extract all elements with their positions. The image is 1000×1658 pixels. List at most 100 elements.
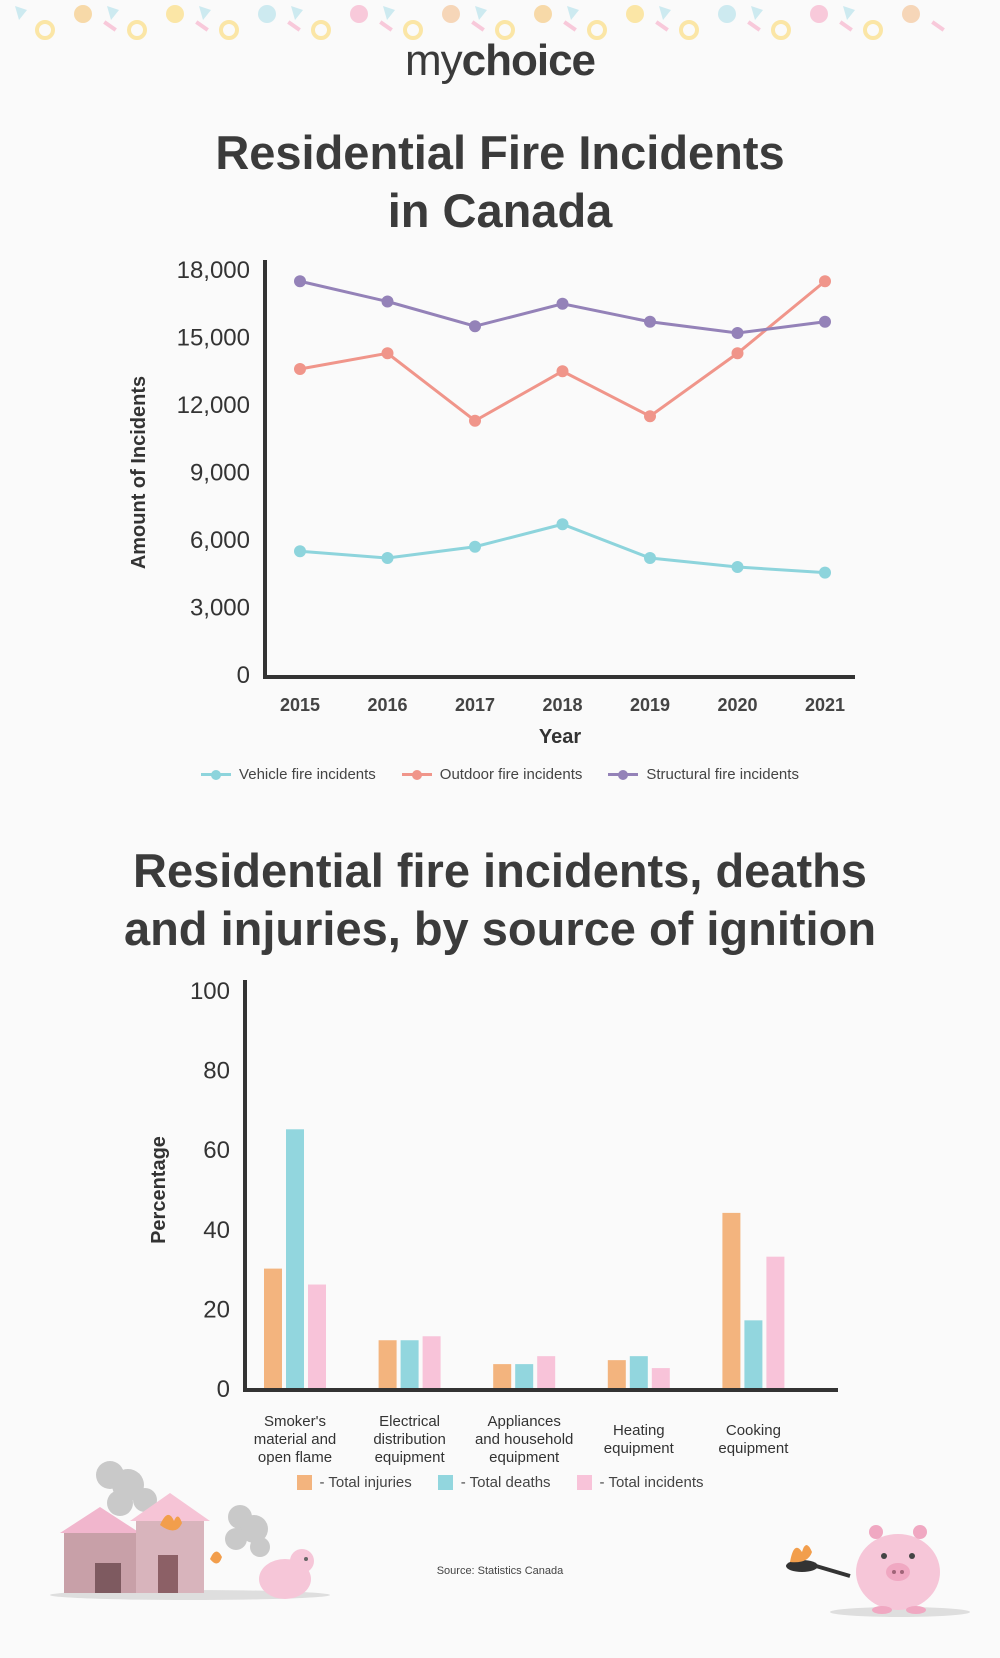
x-tick-label: 2016 xyxy=(367,695,407,715)
data-point xyxy=(819,275,831,288)
data-point xyxy=(819,315,831,328)
bar xyxy=(308,1284,326,1388)
bar xyxy=(651,1368,670,1388)
source-note: Source: Statistics Canada xyxy=(436,1565,564,1577)
line-chart-legend: Vehicle fire incidents Outdoor fire incid… xyxy=(0,766,1000,783)
legend-label: - Total incidents xyxy=(599,1474,704,1491)
confetti-strip xyxy=(839,20,853,32)
bar xyxy=(264,1268,282,1388)
confetti-dot xyxy=(350,5,368,23)
confetti-ring xyxy=(863,20,883,40)
confetti-strip xyxy=(103,20,117,32)
legend-label: - Total injuries xyxy=(319,1474,412,1491)
data-point xyxy=(469,540,481,553)
confetti-triangle xyxy=(199,6,211,20)
x-tick-label: material and xyxy=(254,1431,337,1448)
pig-cooking-illustration xyxy=(786,1525,970,1617)
y-tick-label: 9,000 xyxy=(190,460,250,487)
confetti-ring xyxy=(35,20,55,40)
confetti-triangle xyxy=(843,6,855,20)
legend-swatch xyxy=(201,769,232,780)
x-tick-label: Electrical xyxy=(379,1413,440,1430)
confetti-dot xyxy=(166,5,184,23)
data-point xyxy=(819,566,831,579)
data-point xyxy=(644,410,656,423)
bar-chart-title-line2: and injuries, by source of ignition xyxy=(123,902,877,955)
burning-house-illustration xyxy=(50,1461,330,1600)
bar xyxy=(744,1320,763,1388)
confetti-dot xyxy=(534,5,552,23)
confetti-strip xyxy=(195,20,209,32)
bar-chart-title: Residential fire incidents, deaths and i… xyxy=(100,842,900,958)
x-axis-label: Year xyxy=(539,726,581,748)
data-point xyxy=(294,545,306,558)
data-point xyxy=(731,561,744,573)
confetti-ring xyxy=(495,20,515,40)
y-axis-label: Percentage xyxy=(148,1136,170,1244)
confetti-ring xyxy=(127,20,147,40)
confetti-triangle xyxy=(567,6,579,20)
line-chart-title-line1: Residential Fire Incidents xyxy=(215,126,785,179)
bar xyxy=(722,1212,741,1388)
confetti-dot xyxy=(74,5,92,23)
bar xyxy=(422,1336,441,1388)
x-tick-label: equipment xyxy=(718,1440,789,1457)
legend-swatch xyxy=(401,769,432,780)
y-tick-label: 6,000 xyxy=(190,527,250,554)
legend-item: - Total deaths xyxy=(437,1474,551,1491)
confetti-dot xyxy=(810,5,828,23)
y-tick-label: 60 xyxy=(203,1137,230,1164)
x-tick-label: Appliances xyxy=(488,1413,561,1430)
x-tick-label: 2018 xyxy=(542,695,582,715)
line-chart-title: Residential Fire Incidents in Canada xyxy=(100,124,900,240)
confetti-ring xyxy=(403,20,423,40)
legend-label: - Total deaths xyxy=(460,1474,551,1491)
data-point xyxy=(381,552,394,564)
data-point xyxy=(731,327,744,339)
x-tick-label: Cooking xyxy=(726,1422,781,1439)
x-tick-label: and household xyxy=(475,1431,573,1448)
line-chart: 0 3,000 6,000 9,000 12,000 15,000 18,000 2015 20… xyxy=(128,257,855,748)
x-tick-label: equipment xyxy=(489,1449,560,1466)
confetti-strip xyxy=(655,20,669,32)
legend-label: Outdoor fire incidents xyxy=(439,766,583,783)
bar xyxy=(378,1340,397,1388)
x-tick-label: equipment xyxy=(375,1449,446,1466)
confetti-strip xyxy=(471,20,485,32)
data-point xyxy=(644,315,656,328)
data-point xyxy=(294,363,306,375)
confetti-ring xyxy=(679,20,699,40)
x-tick-label: 2017 xyxy=(455,695,495,715)
legend-swatch xyxy=(576,1475,592,1490)
legend-item: - Total incidents xyxy=(576,1474,704,1491)
confetti-ring xyxy=(587,20,607,40)
confetti-strip xyxy=(563,20,577,32)
data-point xyxy=(556,297,569,310)
x-tick-label: 2015 xyxy=(280,695,320,715)
legend-swatch xyxy=(296,1475,312,1490)
data-point xyxy=(381,295,394,308)
x-tick-label: 2020 xyxy=(717,695,757,715)
x-tick-label: open flame xyxy=(258,1449,332,1466)
bar xyxy=(766,1256,785,1388)
confetti-triangle xyxy=(751,6,763,20)
confetti-strip xyxy=(287,20,301,32)
y-tick-label: 80 xyxy=(203,1058,230,1085)
legend-item: Outdoor fire incidents xyxy=(401,766,583,783)
series-line xyxy=(299,522,826,575)
confetti-dot xyxy=(258,5,276,23)
legend-item: - Total injuries xyxy=(296,1474,412,1491)
bar xyxy=(537,1356,556,1388)
x-tick-label: distribution xyxy=(373,1431,446,1448)
confetti-strip xyxy=(747,20,761,32)
confetti-strip xyxy=(379,20,393,32)
confetti-triangle xyxy=(475,6,487,20)
confetti-dot xyxy=(442,5,460,23)
bar xyxy=(607,1360,626,1388)
x-tick-label: 2019 xyxy=(630,695,670,715)
data-point xyxy=(294,275,306,288)
y-tick-label: 0 xyxy=(237,662,250,689)
confetti-ring xyxy=(771,20,791,40)
y-axis-label: Amount of Incidents xyxy=(128,376,150,569)
